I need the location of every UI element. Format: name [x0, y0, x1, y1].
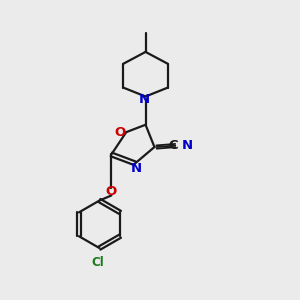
Text: N: N [139, 93, 150, 106]
Text: N: N [182, 139, 193, 152]
Text: Cl: Cl [92, 256, 104, 269]
Text: O: O [106, 185, 117, 198]
Text: N: N [131, 162, 142, 175]
Text: C: C [168, 139, 178, 152]
Text: O: O [114, 126, 125, 139]
